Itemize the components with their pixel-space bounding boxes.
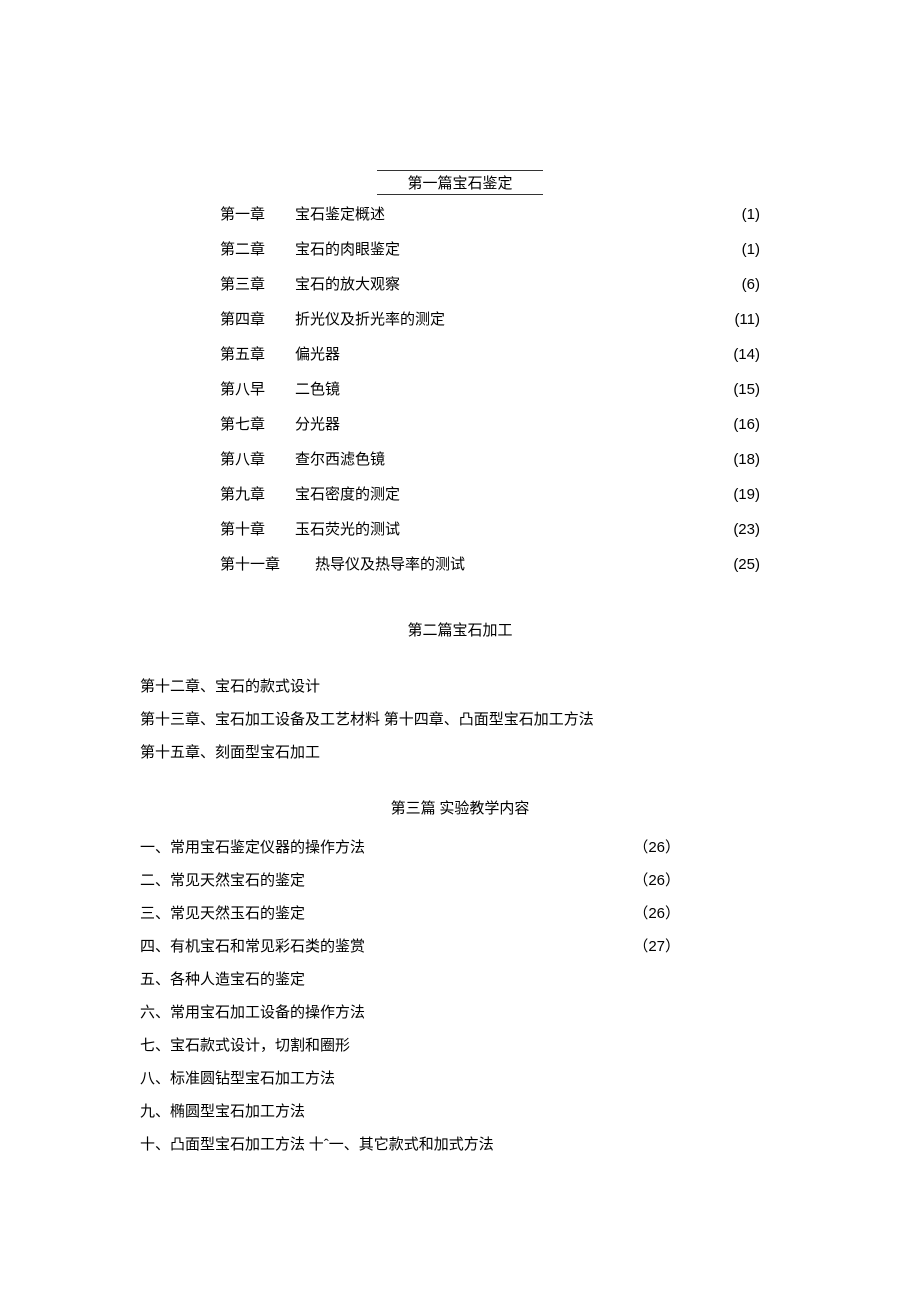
section-3-content: 有机宝石和常见彩石类的鉴赏 (170, 935, 633, 956)
section-3-content: 凸面型宝石加工方法 十ˆ一、其它款式和加式方法 (170, 1133, 680, 1154)
toc-title: 折光仪及折光率的测定 (295, 308, 734, 329)
section-3-row: 三、 常见天然玉石的鉴定 （26） (140, 902, 780, 923)
toc-title: 宝石的放大观察 (295, 273, 742, 294)
toc-chapter: 第一章 (220, 203, 295, 224)
toc-row: 第十一章 热导仪及热导率的测试 (25) (140, 553, 780, 574)
section-3-page: （26） (633, 902, 680, 923)
toc-chapter: 第七章 (220, 413, 295, 434)
section-1-title: 第一篇宝石鉴定 (377, 170, 542, 195)
section-3-label: 四、 (140, 935, 170, 956)
toc-chapter: 第十章 (220, 518, 295, 539)
toc-row: 第七章 分光器 (16) (140, 413, 780, 434)
toc-title: 宝石密度的测定 (295, 483, 733, 504)
section-3-row: 十、 凸面型宝石加工方法 十ˆ一、其它款式和加式方法 (140, 1133, 780, 1154)
toc-chapter: 第九章 (220, 483, 295, 504)
section-3-content: 椭圆型宝石加工方法 (170, 1100, 680, 1121)
toc-page: (16) (733, 416, 760, 433)
section-3-content: 常用宝石鉴定仪器的操作方法 (170, 836, 633, 857)
toc-row: 第四章 折光仪及折光率的测定 (11) (140, 308, 780, 329)
section-3-page: （26） (633, 869, 680, 890)
toc-chapter: 第二章 (220, 238, 295, 259)
section-3-label: 七、 (140, 1034, 170, 1055)
section-3-content: 标准圆钻型宝石加工方法 (170, 1067, 680, 1088)
toc-page: (14) (733, 346, 760, 363)
toc-page: (11) (734, 311, 760, 328)
section-3-label: 一、 (140, 836, 170, 857)
section-3-row: 六、 常用宝石加工设备的操作方法 (140, 1001, 780, 1022)
toc-chapter: 第八章 (220, 448, 295, 469)
section-3-row: 二、 常见天然宝石的鉴定 （26） (140, 869, 780, 890)
toc-row: 第九章 宝石密度的测定 (19) (140, 483, 780, 504)
toc-row: 第五章 偏光器 (14) (140, 343, 780, 364)
toc-page: (1) (742, 206, 760, 223)
toc-row: 第三章 宝石的放大观察 (6) (140, 273, 780, 294)
section-3-label: 十、 (140, 1133, 170, 1154)
section-3-row: 九、 椭圆型宝石加工方法 (140, 1100, 780, 1121)
section-3-label: 八、 (140, 1067, 170, 1088)
section-3-row: 四、 有机宝石和常见彩石类的鉴赏 （27） (140, 935, 780, 956)
toc-row: 第八早 二色镜 (15) (140, 378, 780, 399)
toc-title: 宝石鉴定概述 (295, 203, 742, 224)
section-3-content: 宝石款式设计，切割和圈形 (170, 1034, 680, 1055)
section-3-page: （27） (633, 935, 680, 956)
section-3-content: 常见天然玉石的鉴定 (170, 902, 633, 923)
section-3-label: 三、 (140, 902, 170, 923)
toc-page: (6) (742, 276, 760, 293)
section-3-row: 五、 各种人造宝石的鉴定 (140, 968, 780, 989)
section-2-line: 第十三章、宝石加工设备及工艺材料 第十四章、凸面型宝石加工方法 (140, 708, 780, 729)
toc-title: 二色镜 (295, 378, 733, 399)
section-3-row: 七、 宝石款式设计，切割和圈形 (140, 1034, 780, 1055)
toc-row: 第一章 宝石鉴定概述 (1) (140, 203, 780, 224)
section-1-title-wrap: 第一篇宝石鉴定 (140, 170, 780, 195)
toc-title: 热导仪及热导率的测试 (315, 553, 733, 574)
section-2-title: 第二篇宝石加工 (140, 619, 780, 640)
toc-page: (25) (733, 556, 760, 573)
toc-row: 第八章 查尔西滤色镜 (18) (140, 448, 780, 469)
section-2: 第二篇宝石加工 第十二章、宝石的款式设计 第十三章、宝石加工设备及工艺材料 第十… (140, 619, 780, 762)
toc-title: 查尔西滤色镜 (295, 448, 733, 469)
toc-chapter: 第五章 (220, 343, 295, 364)
toc-chapter: 第八早 (220, 378, 295, 399)
section-3-content: 常用宝石加工设备的操作方法 (170, 1001, 680, 1022)
toc-chapter: 第三章 (220, 273, 295, 294)
section-2-line: 第十二章、宝石的款式设计 (140, 675, 780, 696)
toc-page: (15) (733, 381, 760, 398)
toc-title: 分光器 (295, 413, 733, 434)
toc-page: (1) (742, 241, 760, 258)
section-2-line: 第十五章、刻面型宝石加工 (140, 741, 780, 762)
toc-title: 玉石荧光的测试 (295, 518, 733, 539)
section-3-content: 各种人造宝石的鉴定 (170, 968, 680, 989)
section-3-content: 常见天然宝石的鉴定 (170, 869, 633, 890)
toc-page: (19) (733, 486, 760, 503)
section-3-label: 九、 (140, 1100, 170, 1121)
toc-page: (23) (733, 521, 760, 538)
section-3-label: 六、 (140, 1001, 170, 1022)
toc-title: 宝石的肉眼鉴定 (295, 238, 742, 259)
section-3-row: 八、 标准圆钻型宝石加工方法 (140, 1067, 780, 1088)
section-3-page: （26） (633, 836, 680, 857)
section-3-title: 第三篇 实验教学内容 (140, 797, 780, 818)
toc-chapter: 第四章 (220, 308, 295, 329)
section-3: 第三篇 实验教学内容 一、 常用宝石鉴定仪器的操作方法 （26） 二、 常见天然… (140, 797, 780, 1154)
section-3-label: 五、 (140, 968, 170, 989)
section-3-label: 二、 (140, 869, 170, 890)
toc-row: 第十章 玉石荧光的测试 (23) (140, 518, 780, 539)
toc-title: 偏光器 (295, 343, 733, 364)
section-3-row: 一、 常用宝石鉴定仪器的操作方法 （26） (140, 836, 780, 857)
section-1: 第一篇宝石鉴定 第一章 宝石鉴定概述 (1) 第二章 宝石的肉眼鉴定 (1) 第… (140, 170, 780, 574)
toc-row: 第二章 宝石的肉眼鉴定 (1) (140, 238, 780, 259)
toc-chapter: 第十一章 (220, 553, 315, 574)
toc-page: (18) (733, 451, 760, 468)
